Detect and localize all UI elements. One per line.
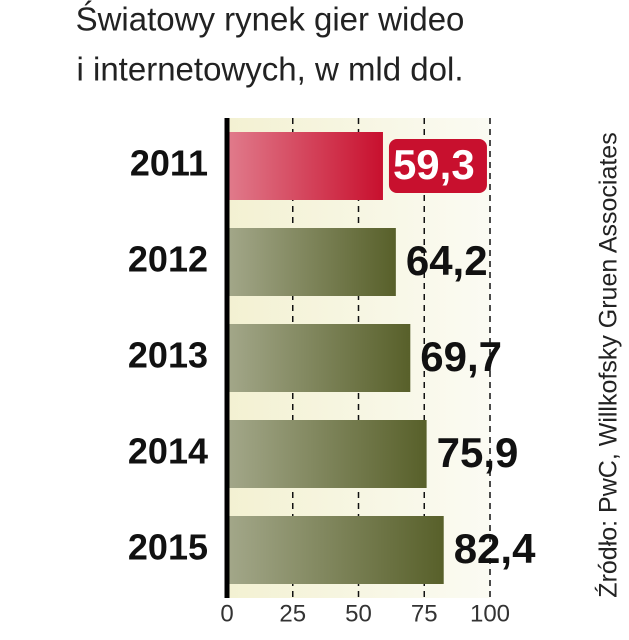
x-tick-label: 0	[220, 600, 233, 627]
chart-title: Światowy rynek gier wideo	[76, 0, 465, 38]
value-label: 75,9	[437, 429, 519, 476]
x-tick-label: 50	[345, 600, 372, 627]
bar-shine	[227, 516, 444, 584]
source: Źródło: PwC, Willkofsky Gruen Associates	[594, 132, 623, 597]
value-label: 64,2	[406, 237, 488, 284]
bar-shine	[227, 420, 427, 488]
bar-shine	[227, 324, 411, 392]
bar-shine	[227, 132, 383, 200]
value-label: 59,3	[393, 141, 475, 188]
bar-shine	[227, 228, 396, 296]
value-label-box	[388, 139, 487, 193]
x-tick-label: 75	[411, 600, 438, 627]
chart-title: i internetowych, w mld dol.	[77, 51, 464, 88]
x-tick-label: 25	[279, 600, 306, 627]
value-label: 69,7	[420, 333, 502, 380]
value-label: 82,4	[454, 525, 536, 572]
y-tick-label: 2011	[130, 143, 208, 184]
y-tick-label: 2014	[128, 431, 208, 472]
y-tick-label: 2015	[128, 527, 208, 568]
y-tick-label: 2013	[128, 335, 208, 376]
y-tick-label: 2012	[128, 239, 208, 280]
x-tick-label: 100	[470, 600, 510, 627]
